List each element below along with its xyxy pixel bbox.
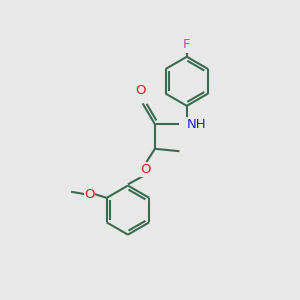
Text: O: O	[84, 188, 95, 201]
Text: F: F	[183, 38, 190, 51]
Text: O: O	[140, 163, 150, 176]
Text: O: O	[135, 84, 146, 97]
Text: NH: NH	[187, 118, 206, 131]
